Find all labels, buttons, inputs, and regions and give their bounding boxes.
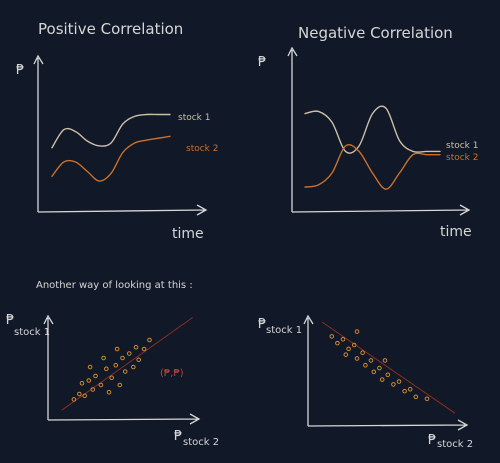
scatter-point [113, 362, 119, 368]
scatter-point [131, 364, 136, 370]
scatter-point [77, 391, 82, 397]
negative-chart-axes [287, 46, 471, 216]
scatter-point [396, 379, 402, 384]
scatter-point [117, 382, 123, 388]
scatter-point [87, 364, 93, 370]
scatter-point [377, 365, 382, 371]
scatter-point [363, 362, 368, 368]
scatter-point [71, 397, 77, 402]
x-axis-arrow [47, 413, 201, 425]
scatter-point [413, 394, 419, 400]
legend-stock2: stock 2 [446, 153, 478, 163]
scatter-point [82, 393, 87, 399]
legend-stock1: stock 1 [446, 141, 478, 151]
x-axis-arrow [37, 204, 208, 216]
negative-scatter-axes [303, 314, 469, 431]
scatter-point [371, 369, 377, 375]
scatter-point [385, 372, 391, 378]
scatter-point [329, 334, 335, 339]
scatter-point [407, 386, 413, 392]
scatter-point [141, 346, 147, 352]
scatter-point [402, 388, 407, 394]
scatter-point [101, 355, 106, 361]
scatter-point [104, 366, 109, 372]
y-axis-arrow [33, 54, 44, 212]
scatter-y-label: stock 1 [14, 327, 50, 338]
price-symbol-label: ₱ [16, 63, 24, 78]
scatter-y-label: stock 1 [266, 325, 302, 336]
scatter-point [120, 355, 125, 361]
scatter-point [126, 351, 132, 356]
scatter-point [79, 380, 85, 386]
scatter-point [114, 346, 120, 352]
scatter-point [133, 344, 139, 350]
trend-line [61, 317, 193, 411]
time-axis-label: time [440, 224, 472, 240]
scatter-point [351, 342, 357, 348]
price-symbol-label: ₱ [258, 317, 266, 332]
x-axis-arrow [291, 204, 471, 216]
series-line-stock1 [51, 113, 171, 149]
negative-correlation-title: Negative Correlation [298, 24, 453, 42]
scatter-point [354, 356, 360, 361]
scatter-point [346, 346, 351, 352]
trend-line [321, 321, 456, 414]
series-line-stock2 [51, 135, 171, 182]
y-axis-arrow [287, 46, 298, 212]
scatter-point [98, 382, 104, 388]
scatter-point [340, 336, 346, 342]
positive-scatter-axes [43, 314, 201, 425]
price-symbol-label: ₱ [174, 429, 182, 444]
scatter-point [379, 377, 385, 382]
scatter-x-label: stock 2 [437, 439, 473, 450]
scatter-point [122, 369, 128, 374]
scatter-point [106, 389, 112, 395]
price-symbol-label: ₱ [258, 55, 266, 70]
price-symbol-label: ₱ [428, 433, 436, 448]
series-line-stock2 [304, 143, 441, 190]
scatter-point [368, 358, 374, 363]
y-axis-arrow [43, 314, 54, 420]
scatter-point [354, 329, 360, 334]
scatter-point [93, 373, 98, 379]
positive-chart-axes [33, 54, 208, 216]
scatter-point [90, 387, 96, 392]
scatter-point [360, 350, 365, 356]
point-annotation: (₱,₱) [160, 368, 184, 379]
scatter-point [391, 382, 396, 387]
series-line-stock1 [304, 105, 441, 154]
scatter-point [343, 352, 349, 357]
chart-marks [51, 105, 456, 414]
scatter-point [147, 337, 152, 343]
legend-stock2: stock 2 [186, 144, 218, 154]
subtitle-text: Another way of looking at this : [36, 280, 193, 291]
time-axis-label: time [172, 226, 204, 242]
price-symbol-label: ₱ [6, 313, 14, 328]
scatter-point [424, 396, 430, 402]
scatter-point [136, 357, 141, 363]
scatter-point [382, 358, 388, 363]
positive-correlation-title: Positive Correlation [38, 20, 183, 38]
y-axis-arrow [303, 314, 314, 426]
scatter-x-label: stock 2 [183, 437, 219, 448]
x-axis-arrow [307, 419, 469, 431]
scatter-point [335, 340, 340, 346]
scatter-point [86, 378, 92, 383]
legend-stock1: stock 1 [178, 113, 210, 123]
scatter-point [109, 375, 114, 381]
